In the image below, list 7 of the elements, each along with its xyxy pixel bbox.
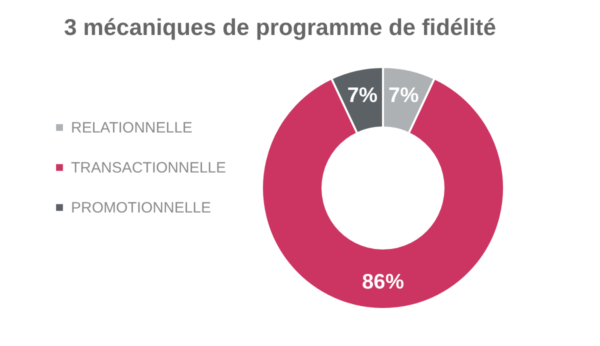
data-label: 7% — [347, 84, 378, 107]
legend-label: TRANSACTIONNELLE — [71, 160, 226, 176]
data-label: 86% — [362, 270, 404, 294]
data-label: 7% — [388, 84, 420, 107]
legend-label: RELATIONNELLE — [71, 120, 192, 136]
legend-label: PROMOTIONNELLE — [71, 200, 212, 216]
chart-title: 3 mécaniques de programme de fidélité — [64, 14, 496, 40]
